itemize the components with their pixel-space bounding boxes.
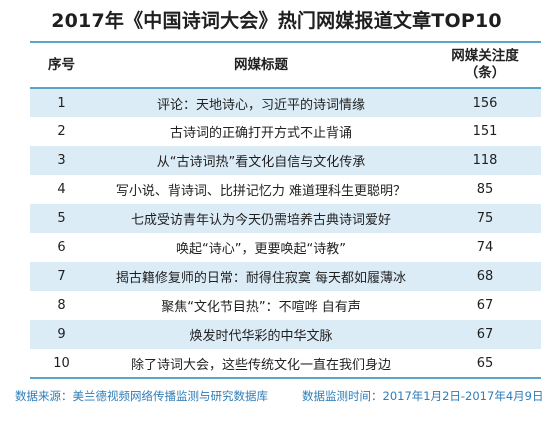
- table-row: 7 揭古籍修复师的日常：耐得住寂寞 每天都如履薄冰 68: [30, 262, 541, 291]
- row-headline: 从“古诗词热”看文化自信与文化传承: [156, 155, 366, 170]
- row-count: 67: [476, 298, 494, 313]
- table-row: 9 焕发时代华彩的中华文脉 67: [30, 320, 541, 349]
- row-count: 156: [472, 95, 498, 111]
- ranking-table: 序号 网媒标题 网媒关注度 （条） 1 评论：天地诗心，习近平的诗词情缘 156…: [30, 41, 541, 379]
- table-row: 1 评论：天地诗心，习近平的诗词情缘 156: [30, 88, 541, 117]
- row-count: 65: [476, 355, 494, 371]
- row-headline: 写小说、背诗词、比拼记忆力 难道理科生更聪明？: [115, 184, 407, 199]
- row-rank: 8: [57, 298, 66, 313]
- row-count: 75: [476, 211, 494, 226]
- table-row: 2 古诗词的正确打开方式不止背诵 151: [30, 117, 541, 146]
- row-headline: 七成受访青年认为今天仍需培养古典诗词爱好: [130, 213, 391, 228]
- table-row: 4 写小说、背诗词、比拼记忆力 难道理科生更聪明？ 85: [30, 175, 541, 204]
- row-rank: 5: [57, 211, 66, 226]
- table-header-row: 序号 网媒标题 网媒关注度 （条）: [30, 42, 541, 88]
- row-rank: 7: [57, 269, 66, 284]
- row-count: 68: [476, 269, 494, 284]
- table-row: 6 唤起“诗心”，更要唤起“诗教” 74: [30, 233, 541, 262]
- header-count-line1: 网媒关注度: [451, 48, 519, 64]
- table-row: 5 七成受访青年认为今天仍需培养古典诗词爱好 75: [30, 204, 541, 233]
- row-headline: 评论：天地诗心，习近平的诗词情缘: [156, 97, 365, 113]
- table-row: 3 从“古诗词热”看文化自信与文化传承 118: [30, 146, 541, 175]
- data-source-note: 数据来源：美兰德视频网络传播监测与研究数据库: [15, 389, 268, 403]
- row-rank: 6: [57, 240, 66, 255]
- row-rank: 9: [57, 327, 66, 342]
- row-headline: 除了诗词大会，这些传统文化一直在我们身边: [130, 357, 391, 373]
- row-rank: 3: [57, 153, 66, 168]
- header-headline: 网媒标题: [234, 56, 288, 73]
- row-headline: 焕发时代华彩的中华文脉: [189, 329, 333, 344]
- row-rank: 10: [53, 355, 70, 371]
- row-count: 118: [472, 153, 498, 168]
- row-rank: 2: [57, 124, 66, 139]
- row-headline: 古诗词的正确打开方式不止背诵: [169, 126, 352, 141]
- row-count: 74: [476, 240, 494, 255]
- row-headline: 唤起“诗心”，更要唤起“诗教”: [176, 242, 346, 257]
- table-row: 8 聚焦“文化节目热”：不喧哗 自有声 67: [30, 291, 541, 320]
- header-count-line2: （条）: [464, 65, 506, 81]
- page-title: 2017年《中国诗词大会》热门网媒报道文章TOP10: [51, 10, 502, 32]
- row-count: 151: [472, 124, 498, 139]
- table-row: 10 除了诗词大会，这些传统文化一直在我们身边 65: [30, 349, 541, 378]
- row-rank: 4: [57, 182, 66, 197]
- header-count: 网媒关注度 （条）: [429, 42, 541, 88]
- row-headline: 揭古籍修复师的日常：耐得住寂寞 每天都如履薄冰: [115, 271, 407, 286]
- row-count: 85: [476, 182, 494, 197]
- header-rank: 序号: [48, 56, 75, 73]
- row-headline: 聚焦“文化节目热”：不喧哗 自有声: [161, 300, 361, 315]
- row-count: 67: [476, 327, 494, 342]
- monitoring-period-note: 数据监测时间：2017年1月2日-2017年4月9日: [302, 389, 544, 403]
- row-rank: 1: [57, 95, 66, 111]
